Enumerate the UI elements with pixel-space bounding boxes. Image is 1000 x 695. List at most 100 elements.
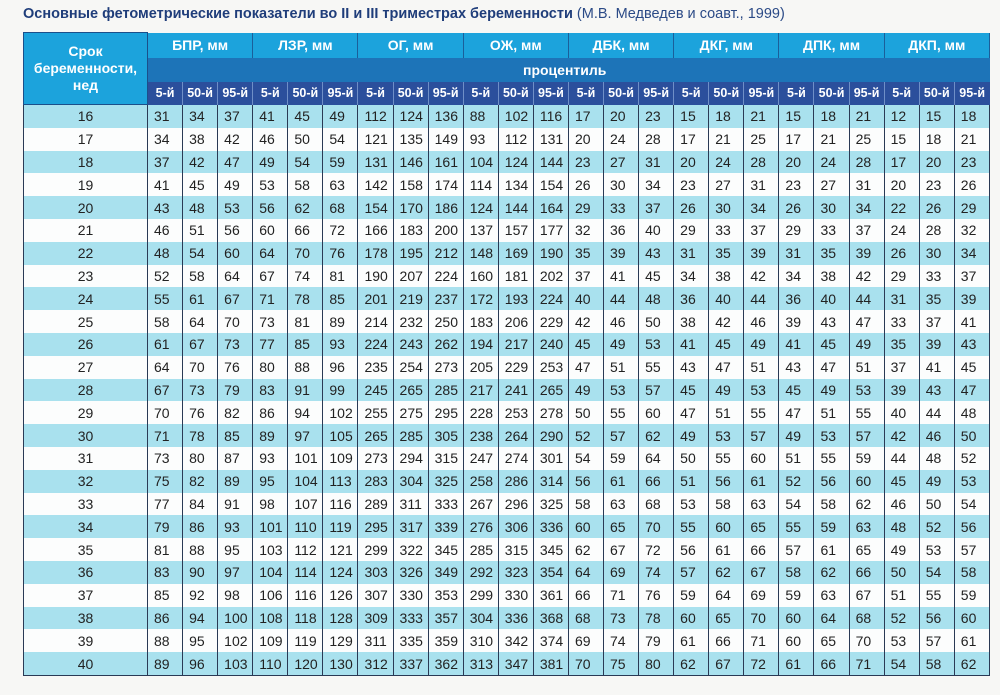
value-cell: 67 xyxy=(182,332,218,356)
value-cell: 50 xyxy=(287,127,323,151)
value-cell: 313 xyxy=(462,652,499,676)
percentile-subheader: 50-й xyxy=(392,81,429,105)
value-cell: 35 xyxy=(708,241,744,265)
value-cell: 66 xyxy=(743,538,779,561)
value-cell: 66 xyxy=(813,652,850,676)
value-cell: 18 xyxy=(918,127,955,151)
value-cell: 35 xyxy=(567,241,604,265)
table-row: 24 55 61 67 71 78 85 201 219 237 172 193 224 40 44 48 36… xyxy=(23,287,991,311)
value-cell: 55 xyxy=(778,515,814,539)
value-cell: 33 xyxy=(603,196,639,219)
value-cell: 114 xyxy=(287,560,323,584)
value-cell: 71 xyxy=(603,583,639,607)
value-cell: 124 xyxy=(322,560,358,584)
value-cell: 63 xyxy=(848,515,885,539)
value-cell: 232 xyxy=(392,310,429,333)
value-cell: 43 xyxy=(673,355,709,379)
value-cell: 224 xyxy=(357,332,394,356)
value-cell: 81 xyxy=(287,310,323,333)
value-cell: 80 xyxy=(182,446,218,470)
value-cell: 299 xyxy=(357,538,394,561)
value-cell: 109 xyxy=(252,629,288,653)
percentile-subheader: 50-й xyxy=(182,81,218,105)
value-cell: 55 xyxy=(638,355,674,379)
value-cell: 48 xyxy=(918,446,955,470)
value-cell: 30 xyxy=(603,173,639,197)
value-cell: 45 xyxy=(182,173,218,197)
week-cell: 24 xyxy=(23,287,148,311)
value-cell: 29 xyxy=(778,218,814,242)
value-cell: 177 xyxy=(532,218,569,242)
value-cell: 68 xyxy=(567,606,604,630)
value-cell: 44 xyxy=(743,287,779,311)
value-cell: 166 xyxy=(357,218,394,242)
value-cell: 26 xyxy=(918,196,955,219)
percentile-header: процентиль xyxy=(147,57,990,82)
value-cell: 311 xyxy=(357,629,394,653)
value-cell: 48 xyxy=(146,241,183,265)
value-cell: 42 xyxy=(883,424,920,447)
value-cell: 56 xyxy=(953,515,991,539)
value-cell: 37 xyxy=(567,264,604,288)
value-cell: 46 xyxy=(883,492,920,516)
value-cell: 104 xyxy=(462,150,499,174)
value-cell: 61 xyxy=(953,629,991,653)
value-cell: 47 xyxy=(953,378,991,402)
value-cell: 116 xyxy=(287,583,323,607)
value-cell: 55 xyxy=(708,446,744,470)
value-cell: 285 xyxy=(462,538,499,561)
value-cell: 207 xyxy=(392,264,429,288)
value-cell: 21 xyxy=(813,127,850,151)
value-cell: 29 xyxy=(567,196,604,219)
value-cell: 29 xyxy=(673,218,709,242)
value-cell: 237 xyxy=(427,287,464,311)
value-cell: 112 xyxy=(287,538,323,561)
value-cell: 305 xyxy=(427,424,464,447)
value-cell: 12 xyxy=(883,104,920,128)
value-cell: 186 xyxy=(427,196,464,219)
value-cell: 20 xyxy=(778,150,814,174)
value-cell: 31 xyxy=(778,241,814,265)
value-cell: 62 xyxy=(638,424,674,447)
value-cell: 62 xyxy=(848,492,885,516)
table-row: 21 46 51 56 60 66 72 166 183 200 137 157 177 32 36 40 29… xyxy=(23,218,991,242)
value-cell: 276 xyxy=(462,515,499,539)
value-cell: 183 xyxy=(392,218,429,242)
value-cell: 85 xyxy=(217,424,253,447)
value-cell: 172 xyxy=(462,287,499,311)
table-row: 37 85 92 98 106 116 126 307 330 353 299 330 361 66 71 7… xyxy=(23,583,991,607)
value-cell: 98 xyxy=(252,492,288,516)
value-cell: 273 xyxy=(427,355,464,379)
value-cell: 53 xyxy=(813,424,850,447)
value-cell: 85 xyxy=(287,332,323,356)
value-cell: 29 xyxy=(883,264,920,288)
value-cell: 26 xyxy=(883,241,920,265)
value-cell: 146 xyxy=(392,150,429,174)
value-cell: 42 xyxy=(217,127,253,151)
value-cell: 17 xyxy=(778,127,814,151)
value-cell: 60 xyxy=(743,446,779,470)
value-cell: 77 xyxy=(252,332,288,356)
value-cell: 25 xyxy=(848,127,885,151)
value-cell: 95 xyxy=(217,538,253,561)
percentile-subheader: 95-й xyxy=(848,81,885,105)
value-cell: 70 xyxy=(182,355,218,379)
value-cell: 54 xyxy=(953,492,991,516)
value-cell: 102 xyxy=(217,629,253,653)
value-cell: 47 xyxy=(708,355,744,379)
value-cell: 51 xyxy=(673,469,709,493)
value-cell: 51 xyxy=(708,401,744,425)
value-cell: 23 xyxy=(953,150,991,174)
value-cell: 200 xyxy=(427,218,464,242)
value-cell: 75 xyxy=(146,469,183,493)
value-cell: 44 xyxy=(883,446,920,470)
value-cell: 79 xyxy=(146,515,183,539)
value-cell: 54 xyxy=(567,446,604,470)
value-cell: 21 xyxy=(743,104,779,128)
value-cell: 74 xyxy=(287,264,323,288)
value-cell: 57 xyxy=(918,629,955,653)
value-cell: 61 xyxy=(813,538,850,561)
value-cell: 76 xyxy=(322,241,358,265)
table-row: 19 41 45 49 53 58 63 142 158 174 114 134 154 26 30 34 23… xyxy=(23,173,991,197)
value-cell: 52 xyxy=(778,469,814,493)
